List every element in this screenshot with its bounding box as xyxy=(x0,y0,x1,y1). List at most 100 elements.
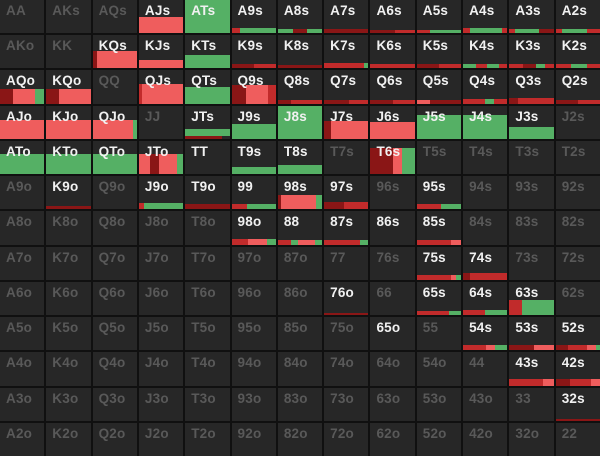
cell-A4s[interactable]: A4s xyxy=(463,0,508,34)
cell-ATo[interactable]: ATo xyxy=(0,140,45,175)
cell-53s[interactable]: 53s xyxy=(509,317,554,351)
cell-Q7s[interactable]: Q7s xyxy=(324,70,369,104)
cell-65s[interactable]: 65s xyxy=(416,281,462,316)
cell-J7o[interactable]: J7o xyxy=(138,246,184,280)
cell-93o[interactable]: 93o xyxy=(231,387,276,421)
cell-T8s[interactable]: T8s xyxy=(277,140,323,175)
cell-T7s[interactable]: T7s xyxy=(324,140,369,175)
cell-QJs[interactable]: QJs xyxy=(138,70,184,104)
cell-A5o[interactable]: A5o xyxy=(0,317,45,351)
cell-J4o[interactable]: J4o xyxy=(138,352,184,386)
cell-74s[interactable]: 74s xyxy=(463,246,508,280)
cell-97o[interactable]: 97o xyxy=(231,246,276,280)
cell-JJ[interactable]: JJ xyxy=(138,105,184,139)
cell-96s[interactable]: 96s xyxy=(370,176,415,210)
cell-A8s[interactable]: A8s xyxy=(277,0,323,34)
cell-JTs[interactable]: JTs xyxy=(185,105,230,139)
cell-42s[interactable]: 42s xyxy=(555,352,600,386)
cell-A8o[interactable]: A8o xyxy=(0,211,45,245)
cell-JTo[interactable]: JTo xyxy=(138,140,184,175)
cell-T7o[interactable]: T7o xyxy=(185,246,230,280)
cell-J9o[interactable]: J9o xyxy=(138,176,184,210)
cell-43o[interactable]: 43o xyxy=(463,387,508,421)
cell-T5o[interactable]: T5o xyxy=(185,317,230,351)
cell-KTo[interactable]: KTo xyxy=(46,140,91,175)
cell-Q4s[interactable]: Q4s xyxy=(463,70,508,104)
cell-96o[interactable]: 96o xyxy=(231,281,276,316)
cell-86o[interactable]: 86o xyxy=(277,281,323,316)
cell-52s[interactable]: 52s xyxy=(555,317,600,351)
cell-64s[interactable]: 64s xyxy=(463,281,508,316)
cell-T6o[interactable]: T6o xyxy=(185,281,230,316)
cell-K4o[interactable]: K4o xyxy=(46,352,91,386)
cell-J6o[interactable]: J6o xyxy=(138,281,184,316)
cell-54o[interactable]: 54o xyxy=(416,352,462,386)
cell-QQ[interactable]: QQ xyxy=(92,70,137,104)
cell-K9s[interactable]: K9s xyxy=(231,35,276,69)
cell-J2o[interactable]: J2o xyxy=(138,422,184,456)
cell-77[interactable]: 77 xyxy=(324,246,369,280)
cell-A6s[interactable]: A6s xyxy=(370,0,415,34)
cell-52o[interactable]: 52o xyxy=(416,422,462,456)
cell-AA[interactable]: AA xyxy=(0,0,45,34)
cell-AQs[interactable]: AQs xyxy=(92,0,137,34)
cell-73s[interactable]: 73s xyxy=(509,246,554,280)
cell-Q2s[interactable]: Q2s xyxy=(555,70,600,104)
cell-87s[interactable]: 87s xyxy=(324,211,369,245)
cell-Q3s[interactable]: Q3s xyxy=(509,70,554,104)
cell-KTs[interactable]: KTs xyxy=(185,35,230,69)
cell-K3o[interactable]: K3o xyxy=(46,387,91,421)
cell-J4s[interactable]: J4s xyxy=(463,105,508,139)
cell-Q9o[interactable]: Q9o xyxy=(92,176,137,210)
cell-A3o[interactable]: A3o xyxy=(0,387,45,421)
cell-83o[interactable]: 83o xyxy=(277,387,323,421)
cell-72s[interactable]: 72s xyxy=(555,246,600,280)
cell-J5o[interactable]: J5o xyxy=(138,317,184,351)
cell-73o[interactable]: 73o xyxy=(324,387,369,421)
cell-K5s[interactable]: K5s xyxy=(416,35,462,69)
cell-K7s[interactable]: K7s xyxy=(324,35,369,69)
cell-54s[interactable]: 54s xyxy=(463,317,508,351)
cell-T4s[interactable]: T4s xyxy=(463,140,508,175)
cell-55[interactable]: 55 xyxy=(416,317,462,351)
cell-A5s[interactable]: A5s xyxy=(416,0,462,34)
cell-Q9s[interactable]: Q9s xyxy=(231,70,276,104)
cell-T3s[interactable]: T3s xyxy=(509,140,554,175)
cell-A3s[interactable]: A3s xyxy=(509,0,554,34)
cell-J3o[interactable]: J3o xyxy=(138,387,184,421)
cell-T3o[interactable]: T3o xyxy=(185,387,230,421)
cell-T5s[interactable]: T5s xyxy=(416,140,462,175)
cell-J5s[interactable]: J5s xyxy=(416,105,462,139)
cell-QJo[interactable]: QJo xyxy=(92,105,137,139)
cell-93s[interactable]: 93s xyxy=(509,176,554,210)
cell-Q8o[interactable]: Q8o xyxy=(92,211,137,245)
cell-62s[interactable]: 62s xyxy=(555,281,600,316)
cell-J8s[interactable]: J8s xyxy=(277,105,323,139)
cell-J8o[interactable]: J8o xyxy=(138,211,184,245)
cell-Q5o[interactable]: Q5o xyxy=(92,317,137,351)
cell-74o[interactable]: 74o xyxy=(324,352,369,386)
cell-AJs[interactable]: AJs xyxy=(138,0,184,34)
cell-K2s[interactable]: K2s xyxy=(555,35,600,69)
cell-AQo[interactable]: AQo xyxy=(0,70,45,104)
cell-AJo[interactable]: AJo xyxy=(0,105,45,139)
cell-85s[interactable]: 85s xyxy=(416,211,462,245)
cell-82s[interactable]: 82s xyxy=(555,211,600,245)
cell-K6o[interactable]: K6o xyxy=(46,281,91,316)
cell-84o[interactable]: 84o xyxy=(277,352,323,386)
cell-63s[interactable]: 63s xyxy=(509,281,554,316)
cell-T8o[interactable]: T8o xyxy=(185,211,230,245)
cell-85o[interactable]: 85o xyxy=(277,317,323,351)
cell-K9o[interactable]: K9o xyxy=(46,176,91,210)
cell-84s[interactable]: 84s xyxy=(463,211,508,245)
cell-K2o[interactable]: K2o xyxy=(46,422,91,456)
cell-AKo[interactable]: AKo xyxy=(0,35,45,69)
cell-A7s[interactable]: A7s xyxy=(324,0,369,34)
cell-J2s[interactable]: J2s xyxy=(555,105,600,139)
cell-62o[interactable]: 62o xyxy=(370,422,415,456)
cell-53o[interactable]: 53o xyxy=(416,387,462,421)
cell-98s[interactable]: 98s xyxy=(277,176,323,210)
cell-KJo[interactable]: KJo xyxy=(46,105,91,139)
cell-A2o[interactable]: A2o xyxy=(0,422,45,456)
cell-K8s[interactable]: K8s xyxy=(277,35,323,69)
